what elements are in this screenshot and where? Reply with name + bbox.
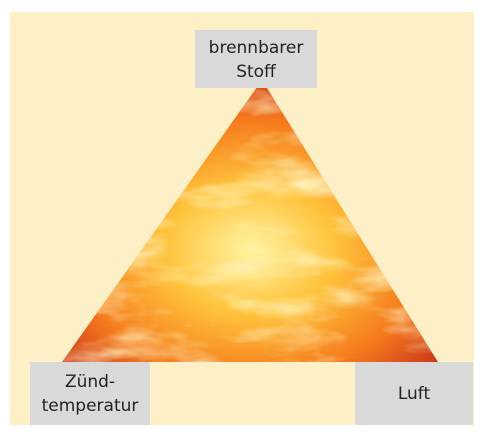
- node-right: Luft: [355, 362, 473, 425]
- page: brennbarer Stoff Zünd- temperatur Luft (…: [0, 0, 484, 437]
- node-label: temperatur: [42, 396, 139, 416]
- node-top: brennbarer Stoff: [195, 30, 317, 88]
- fire-triangle-diagram: brennbarer Stoff Zünd- temperatur Luft: [0, 0, 484, 437]
- node-label: brennbarer: [209, 38, 304, 58]
- node-left: Zünd- temperatur: [30, 362, 150, 425]
- node-label: Zünd-: [65, 372, 115, 392]
- node-label: Stoff: [236, 62, 277, 82]
- node-label: Luft: [398, 384, 431, 404]
